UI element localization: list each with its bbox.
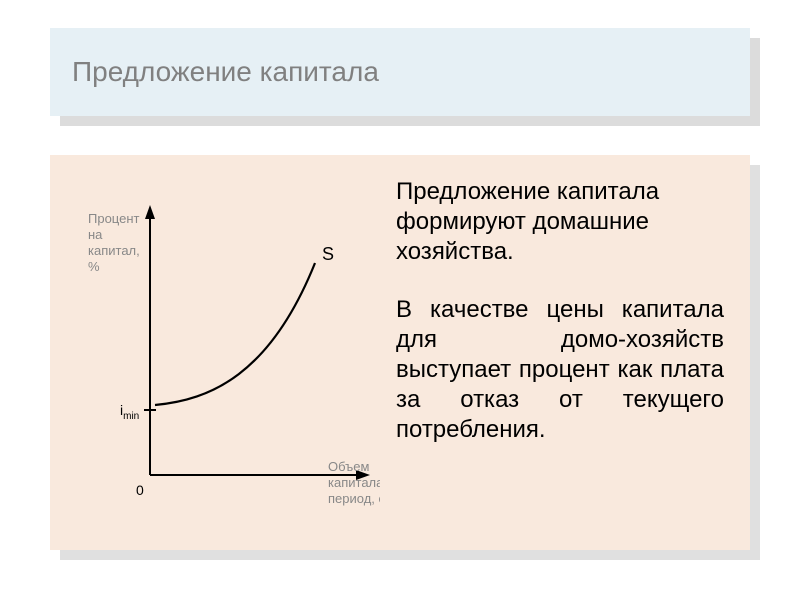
slide: Предложение капитала S — [0, 0, 800, 600]
y-tick-label: imin — [120, 402, 139, 422]
y-axis-title: Процент на капитал, % — [88, 211, 143, 274]
content-box: S 0 imin Процент на капитал, % — [50, 155, 750, 550]
origin-label: 0 — [136, 482, 144, 498]
x-axis-title: Объем капитала за период, ед. — [328, 459, 380, 506]
page-title: Предложение капитала — [72, 56, 379, 88]
y-title-l1: на — [88, 227, 103, 242]
content-panel: S 0 imin Процент на капитал, % — [50, 155, 750, 550]
paragraph-1: Предложение капитала формируют домашние … — [396, 177, 724, 267]
text-area: Предложение капитала формируют домашние … — [390, 155, 750, 550]
y-title-l2: капитал, — [88, 243, 140, 258]
x-title-l0: Объем — [328, 459, 369, 474]
supply-curve-chart: S 0 imin Процент на капитал, % — [60, 175, 380, 535]
supply-curve — [155, 263, 315, 405]
y-axis-arrow — [145, 205, 155, 219]
y-title-l3: % — [88, 259, 100, 274]
paragraph-2: В качестве цены капитала для домо-хозяйс… — [396, 295, 724, 445]
title-panel: Предложение капитала — [50, 28, 750, 116]
y-title-l0: Процент — [88, 211, 140, 226]
chart-area: S 0 imin Процент на капитал, % — [50, 155, 390, 550]
y-tick-min: min — [123, 411, 139, 422]
title-bar: Предложение капитала — [50, 28, 750, 116]
x-title-l1: капитала за — [328, 475, 380, 490]
x-title-l2: период, ед. — [328, 491, 380, 506]
curve-label-s: S — [322, 244, 334, 264]
